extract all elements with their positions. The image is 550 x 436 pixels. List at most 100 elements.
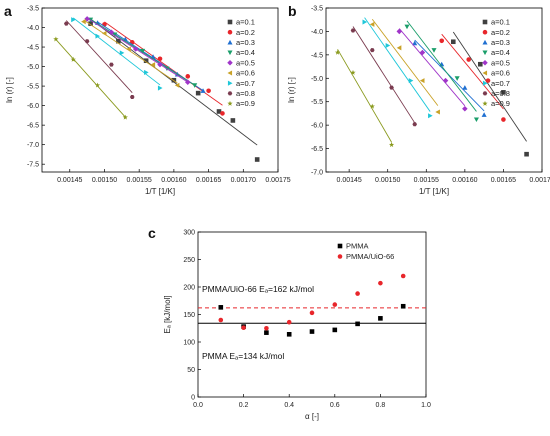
panel-a-point-a-0-1 — [116, 38, 121, 44]
panel-a-y-tick-label: -4.5 — [27, 45, 39, 52]
panel-a-legend-label-a-0-5: a=0.5 — [236, 58, 255, 67]
panel-a-point-a-0-1 — [230, 118, 236, 123]
panel-b-point-a-0-5 — [396, 28, 403, 35]
panel-b-legend-marker-a-0-1 — [482, 19, 488, 25]
annotation-pmma: PMMA Eₐ=134 kJ/mol — [202, 351, 284, 361]
panel-b-y-tick-label: -3.5 — [311, 6, 323, 13]
panel-a-point-a-0-5 — [108, 29, 115, 35]
panel-a-point-a-0-2 — [220, 111, 225, 116]
panel-a-x-tick-label: 0.00170 — [231, 177, 256, 184]
panel-b-x-tick-label: 0.00155 — [414, 177, 439, 184]
panel-a-legend-label-a-0-1: a=0.1 — [236, 18, 255, 27]
panel-b-legend-label-a-0-5: a=0.5 — [491, 58, 510, 67]
panel-b-point-a-0-7 — [362, 19, 368, 25]
panel-a-legend-marker-a-0-2 — [227, 29, 233, 35]
panel-b-point-a-0-1 — [524, 151, 529, 157]
panel-b-point-a-0-8 — [412, 122, 418, 127]
panel-b-legend-label-a-0-1: a=0.1 — [491, 18, 510, 27]
panel-a-point-a-0-2 — [157, 56, 163, 62]
panel-b-y-tick-label: -4.0 — [311, 29, 323, 36]
panel-b-legend-label-a-0-4: a=0.4 — [491, 48, 510, 57]
panel-a-point-a-0-6 — [81, 19, 86, 25]
panel-b-y-tick-label: -4.5 — [311, 52, 323, 59]
panel-c-x-tick-label: 0.6 — [330, 402, 340, 409]
panel-a-point-a-0-8 — [109, 62, 114, 67]
panel-a-legend-marker-a-0-3 — [227, 39, 233, 45]
panel-a-fit-line-a-0-9 — [55, 39, 126, 118]
panel-a-point-a-0-6 — [174, 82, 180, 88]
panel-b-point-a-0-5 — [442, 77, 449, 84]
panel-c-point-pmma — [332, 327, 338, 333]
panel-c-y-tick-label: 200 — [183, 285, 195, 292]
panel-b-point-a-0-6 — [435, 109, 440, 115]
panel-a-point-a-0-5 — [157, 61, 163, 68]
panel-b-point-a-0-6 — [396, 45, 402, 51]
panel-b-point-a-0-4 — [404, 24, 410, 30]
panel-b-x-tick-label: 0.00170 — [529, 177, 550, 184]
panel-a-legend-label-a-0-9: a=0.9 — [236, 99, 255, 108]
panel-c-y-tick-label: 0 — [191, 395, 195, 402]
panel-a-point-a-0-7 — [71, 17, 76, 23]
panel-b-point-a-0-2 — [485, 78, 491, 83]
panel-a-y-tick-label: -3.5 — [27, 6, 39, 13]
panel-a-legend-marker-a-0-6 — [227, 70, 233, 76]
panel-c-x-axis-title: α [-] — [305, 412, 319, 421]
panel-b-legend-marker-a-0-9 — [482, 100, 488, 106]
panel-a-point-a-0-2 — [206, 88, 211, 94]
panel-a-legend-marker-a-0-7 — [227, 80, 233, 86]
panel-c-x-tick-label: 1.0 — [421, 402, 431, 409]
panel-b-point-a-0-1 — [477, 61, 483, 67]
panel-c-point-pmma — [378, 316, 383, 321]
panel-a-y-tick-label: -5.0 — [27, 64, 39, 71]
panel-b-legend-label-a-0-8: a=0.8 — [491, 89, 510, 98]
panel-a-y-tick-label: -4.0 — [27, 25, 39, 32]
panel-b-plot-frame — [325, 7, 543, 173]
panel-c-point-pmma-uio-66 — [286, 319, 292, 325]
panel-b-y-axis-title: ln (r) [-] — [287, 77, 296, 103]
panel-a-point-a-0-6 — [126, 46, 131, 52]
panel-a-point-a-0-3 — [200, 88, 206, 93]
panel-b-legend-marker-a-0-8 — [482, 91, 488, 96]
panel-a-point-a-0-7 — [157, 85, 163, 91]
panel-b-point-a-0-2 — [439, 38, 445, 44]
panel-b-legend-label-a-0-3: a=0.3 — [491, 38, 510, 47]
panel-a-y-tick-label: -7.5 — [27, 162, 39, 169]
panel-b-legend-marker-a-0-2 — [482, 29, 488, 35]
panel-c-y-tick-label: 100 — [183, 340, 195, 347]
panel-b-fit-line-a-0-2 — [441, 33, 504, 110]
panel-b-point-a-0-4 — [473, 117, 479, 123]
panel-b-point-a-0-4 — [431, 48, 437, 53]
panel-c-y-tick-label: 300 — [183, 230, 195, 237]
panel-a-point-a-0-9 — [70, 56, 76, 62]
panel-b-legend-label-a-0-7: a=0.7 — [491, 79, 510, 88]
panel-c-legend-label-pmma: PMMA — [346, 242, 369, 251]
panel-b-legend-label-a-0-2: a=0.2 — [491, 28, 510, 37]
panel-b-y-tick-label: -6.5 — [311, 146, 323, 153]
panel-b-point-a-0-3 — [481, 112, 487, 117]
panel-a-point-a-0-8 — [63, 21, 69, 26]
panel-a-point-a-0-1 — [254, 157, 260, 162]
panel-b-fit-line-a-0-6 — [371, 18, 439, 106]
panel-a-point-a-0-9 — [53, 36, 59, 42]
panel-b-point-a-0-2 — [501, 117, 506, 122]
panel-a-legend-label-a-0-2: a=0.2 — [236, 28, 255, 37]
panel-a-legend-marker-a-0-1 — [227, 19, 233, 25]
panel-c-point-pmma-uio-66 — [332, 302, 338, 307]
panel-c-x-tick-label: 0.8 — [376, 402, 386, 409]
panel-a-legend-label-a-0-8: a=0.8 — [236, 89, 255, 98]
panel-a-legend-label-a-0-7: a=0.7 — [236, 79, 255, 88]
panel-b-fit-line-a-0-8 — [352, 26, 416, 124]
panel-b-legend-marker-a-0-4 — [482, 50, 488, 56]
panel-b-point-a-0-6 — [419, 78, 425, 84]
panel-a-point-a-0-7 — [119, 50, 125, 56]
panel-a-x-tick-label: 0.00175 — [265, 177, 290, 184]
panel-b-legend-marker-a-0-3 — [482, 39, 488, 45]
panel-b-fit-line-a-0-7 — [364, 17, 431, 112]
panel-c-point-pmma-uio-66 — [264, 325, 269, 331]
panel-c-y-tick-label: 250 — [183, 257, 195, 264]
panel-a-plot-frame — [41, 7, 279, 173]
panel-a-fit-line-a-0-5 — [86, 17, 189, 83]
panel-a-point-a-0-7 — [144, 69, 149, 75]
panel-b-y-tick-label: -6.0 — [311, 123, 323, 130]
panel-a-point-a-0-8 — [84, 39, 90, 44]
